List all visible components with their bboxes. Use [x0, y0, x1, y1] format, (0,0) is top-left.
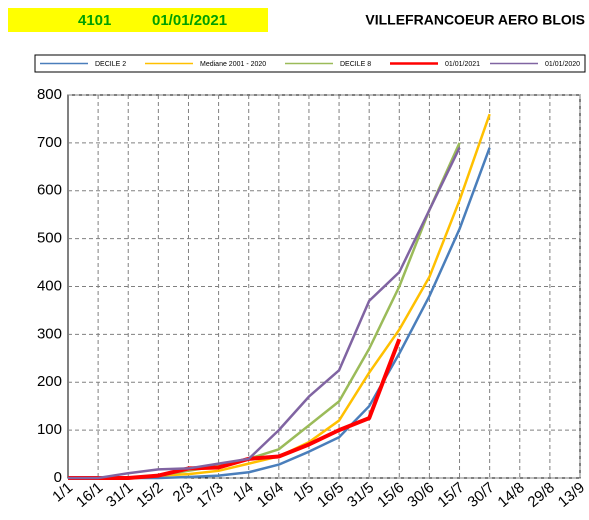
station: 4101: [78, 12, 111, 29]
x-tick-label: 17/3: [193, 479, 226, 511]
x-tick-label: 30/6: [404, 479, 437, 511]
chart-title: VILLEFRANCOEUR AERO BLOIS: [365, 12, 585, 28]
x-tick-label: 29/8: [525, 479, 558, 511]
x-tick-label: 16/1: [73, 479, 106, 511]
x-tick-label: 13/9: [555, 479, 588, 511]
legend-label: Mediane 2001 - 2020: [200, 61, 266, 68]
x-tick-label: 1/5: [290, 479, 317, 505]
legend-label: 01/01/2020: [545, 61, 580, 68]
y-tick-label: 400: [37, 277, 62, 294]
series-line: [68, 338, 402, 480]
x-tick-label: 16/4: [254, 479, 287, 511]
x-tick-label: 1/4: [230, 479, 257, 505]
y-tick-label: 200: [37, 373, 62, 390]
x-tick-label: 31/1: [103, 479, 136, 511]
x-tick-label: 2/3: [170, 479, 197, 505]
series-line: [68, 142, 461, 480]
legend-label: 01/01/2021: [445, 61, 480, 68]
x-tick-label: 15/6: [374, 479, 407, 511]
y-tick-label: 0: [54, 469, 62, 486]
series-line: [68, 147, 461, 480]
x-tick-label: 15/7: [434, 479, 467, 511]
legend-label: DECILE 2: [95, 61, 126, 68]
y-tick-label: 800: [37, 86, 62, 103]
y-tick-label: 700: [37, 134, 62, 151]
header-box: [8, 8, 268, 32]
y-tick-label: 300: [37, 325, 62, 342]
legend-label: DECILE 8: [340, 61, 371, 68]
x-tick-label: 16/5: [314, 479, 347, 511]
x-tick-label: 31/5: [344, 479, 377, 511]
y-tick-label: 500: [37, 230, 62, 247]
y-tick-label: 600: [37, 182, 62, 199]
x-tick-label: 30/7: [464, 479, 497, 511]
x-tick-label: 14/8: [495, 479, 528, 511]
y-tick-label: 100: [37, 421, 62, 438]
date: 01/01/2021: [152, 12, 227, 29]
x-tick-label: 15/2: [133, 479, 166, 511]
